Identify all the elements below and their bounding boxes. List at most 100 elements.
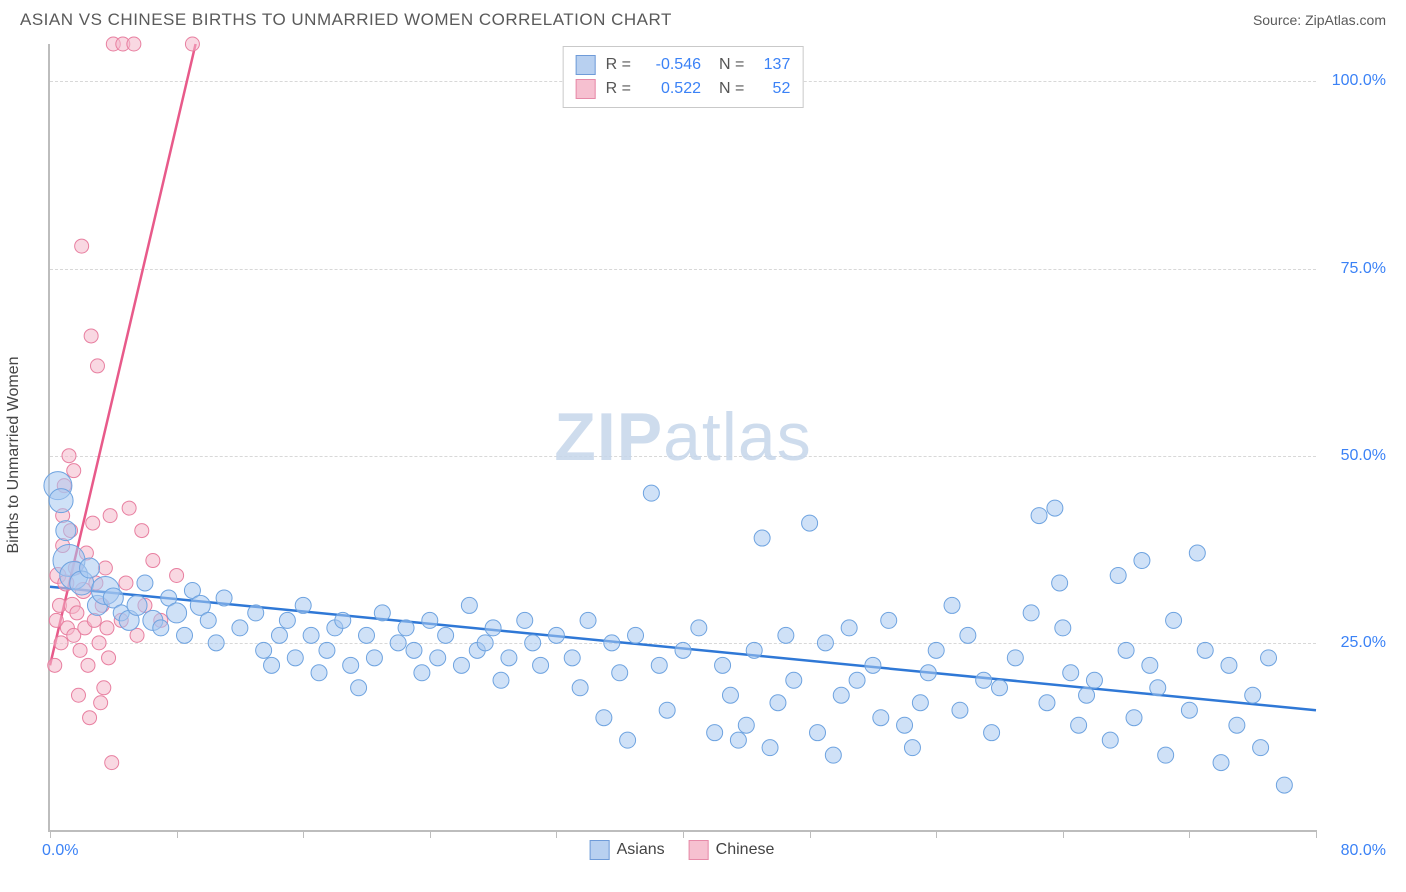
data-point — [1023, 605, 1039, 621]
data-point — [1039, 695, 1055, 711]
data-point — [952, 702, 968, 718]
data-point — [1245, 687, 1261, 703]
x-tick — [683, 830, 684, 838]
data-point — [71, 688, 85, 702]
data-point — [738, 717, 754, 733]
data-point — [944, 597, 960, 613]
data-point — [754, 530, 770, 546]
data-point — [398, 620, 414, 636]
legend-swatch — [576, 55, 596, 75]
data-point — [48, 658, 62, 672]
data-point — [620, 732, 636, 748]
data-point — [374, 605, 390, 621]
data-point — [1166, 612, 1182, 628]
legend-n-label: N = — [719, 53, 744, 77]
data-point — [525, 635, 541, 651]
legend-n-value: 137 — [754, 53, 790, 77]
data-point — [651, 657, 667, 673]
data-point — [517, 612, 533, 628]
data-point — [849, 672, 865, 688]
data-point — [596, 710, 612, 726]
data-point — [533, 657, 549, 673]
data-point — [928, 642, 944, 658]
data-point — [572, 680, 588, 696]
data-point — [105, 756, 119, 770]
data-point — [49, 489, 73, 513]
data-point — [1253, 740, 1269, 756]
data-point — [56, 521, 76, 541]
data-point — [127, 37, 141, 51]
data-point — [102, 651, 116, 665]
data-point — [1213, 755, 1229, 771]
data-point — [691, 620, 707, 636]
data-point — [548, 627, 564, 643]
x-tick — [936, 830, 937, 838]
data-point — [366, 650, 382, 666]
data-point — [351, 680, 367, 696]
legend-r-value: -0.546 — [641, 53, 701, 77]
x-tick — [810, 830, 811, 838]
data-point — [912, 695, 928, 711]
data-point — [675, 642, 691, 658]
data-point — [1276, 777, 1292, 793]
data-point — [146, 554, 160, 568]
data-point — [453, 657, 469, 673]
data-point — [1052, 575, 1068, 591]
data-point — [1229, 717, 1245, 733]
legend-swatch — [689, 840, 709, 860]
x-tick — [50, 830, 51, 838]
data-point — [67, 464, 81, 478]
data-point — [127, 595, 147, 615]
x-tick — [556, 830, 557, 838]
x-tick — [177, 830, 178, 838]
data-point — [1031, 508, 1047, 524]
data-point — [825, 747, 841, 763]
data-point — [1221, 657, 1237, 673]
data-point — [643, 485, 659, 501]
data-point — [976, 672, 992, 688]
data-point — [612, 665, 628, 681]
data-point — [1118, 642, 1134, 658]
data-point — [865, 657, 881, 673]
data-point — [185, 37, 199, 51]
data-point — [119, 576, 133, 590]
data-point — [984, 725, 1000, 741]
data-point — [84, 329, 98, 343]
correlation-legend: R =-0.546N =137R =0.522N =52 — [563, 46, 804, 108]
data-point — [70, 606, 84, 620]
series-legend: AsiansChinese — [590, 840, 775, 860]
data-point — [1126, 710, 1142, 726]
data-point — [287, 650, 303, 666]
data-point — [873, 710, 889, 726]
data-point — [628, 627, 644, 643]
data-point — [960, 627, 976, 643]
legend-row: R =-0.546N =137 — [576, 53, 791, 77]
data-point — [722, 687, 738, 703]
data-point — [232, 620, 248, 636]
data-point — [62, 449, 76, 463]
data-point — [130, 628, 144, 642]
data-point — [1086, 672, 1102, 688]
data-point — [1047, 500, 1063, 516]
data-point — [604, 635, 620, 651]
data-point — [493, 672, 509, 688]
data-point — [414, 665, 430, 681]
data-point — [343, 657, 359, 673]
data-point — [461, 597, 477, 613]
data-point — [177, 627, 193, 643]
data-point — [1079, 687, 1095, 703]
data-point — [1261, 650, 1277, 666]
data-point — [580, 612, 596, 628]
source-label: Source: ZipAtlas.com — [1253, 12, 1386, 28]
data-point — [100, 621, 114, 635]
data-point — [86, 516, 100, 530]
data-point — [1158, 747, 1174, 763]
data-point — [485, 620, 501, 636]
data-point — [920, 665, 936, 681]
data-point — [1055, 620, 1071, 636]
y-axis-label: Births to Unmarried Women — [5, 356, 23, 553]
data-point — [1134, 553, 1150, 569]
data-point — [1150, 680, 1166, 696]
data-point — [1197, 642, 1213, 658]
x-tick — [1189, 830, 1190, 838]
